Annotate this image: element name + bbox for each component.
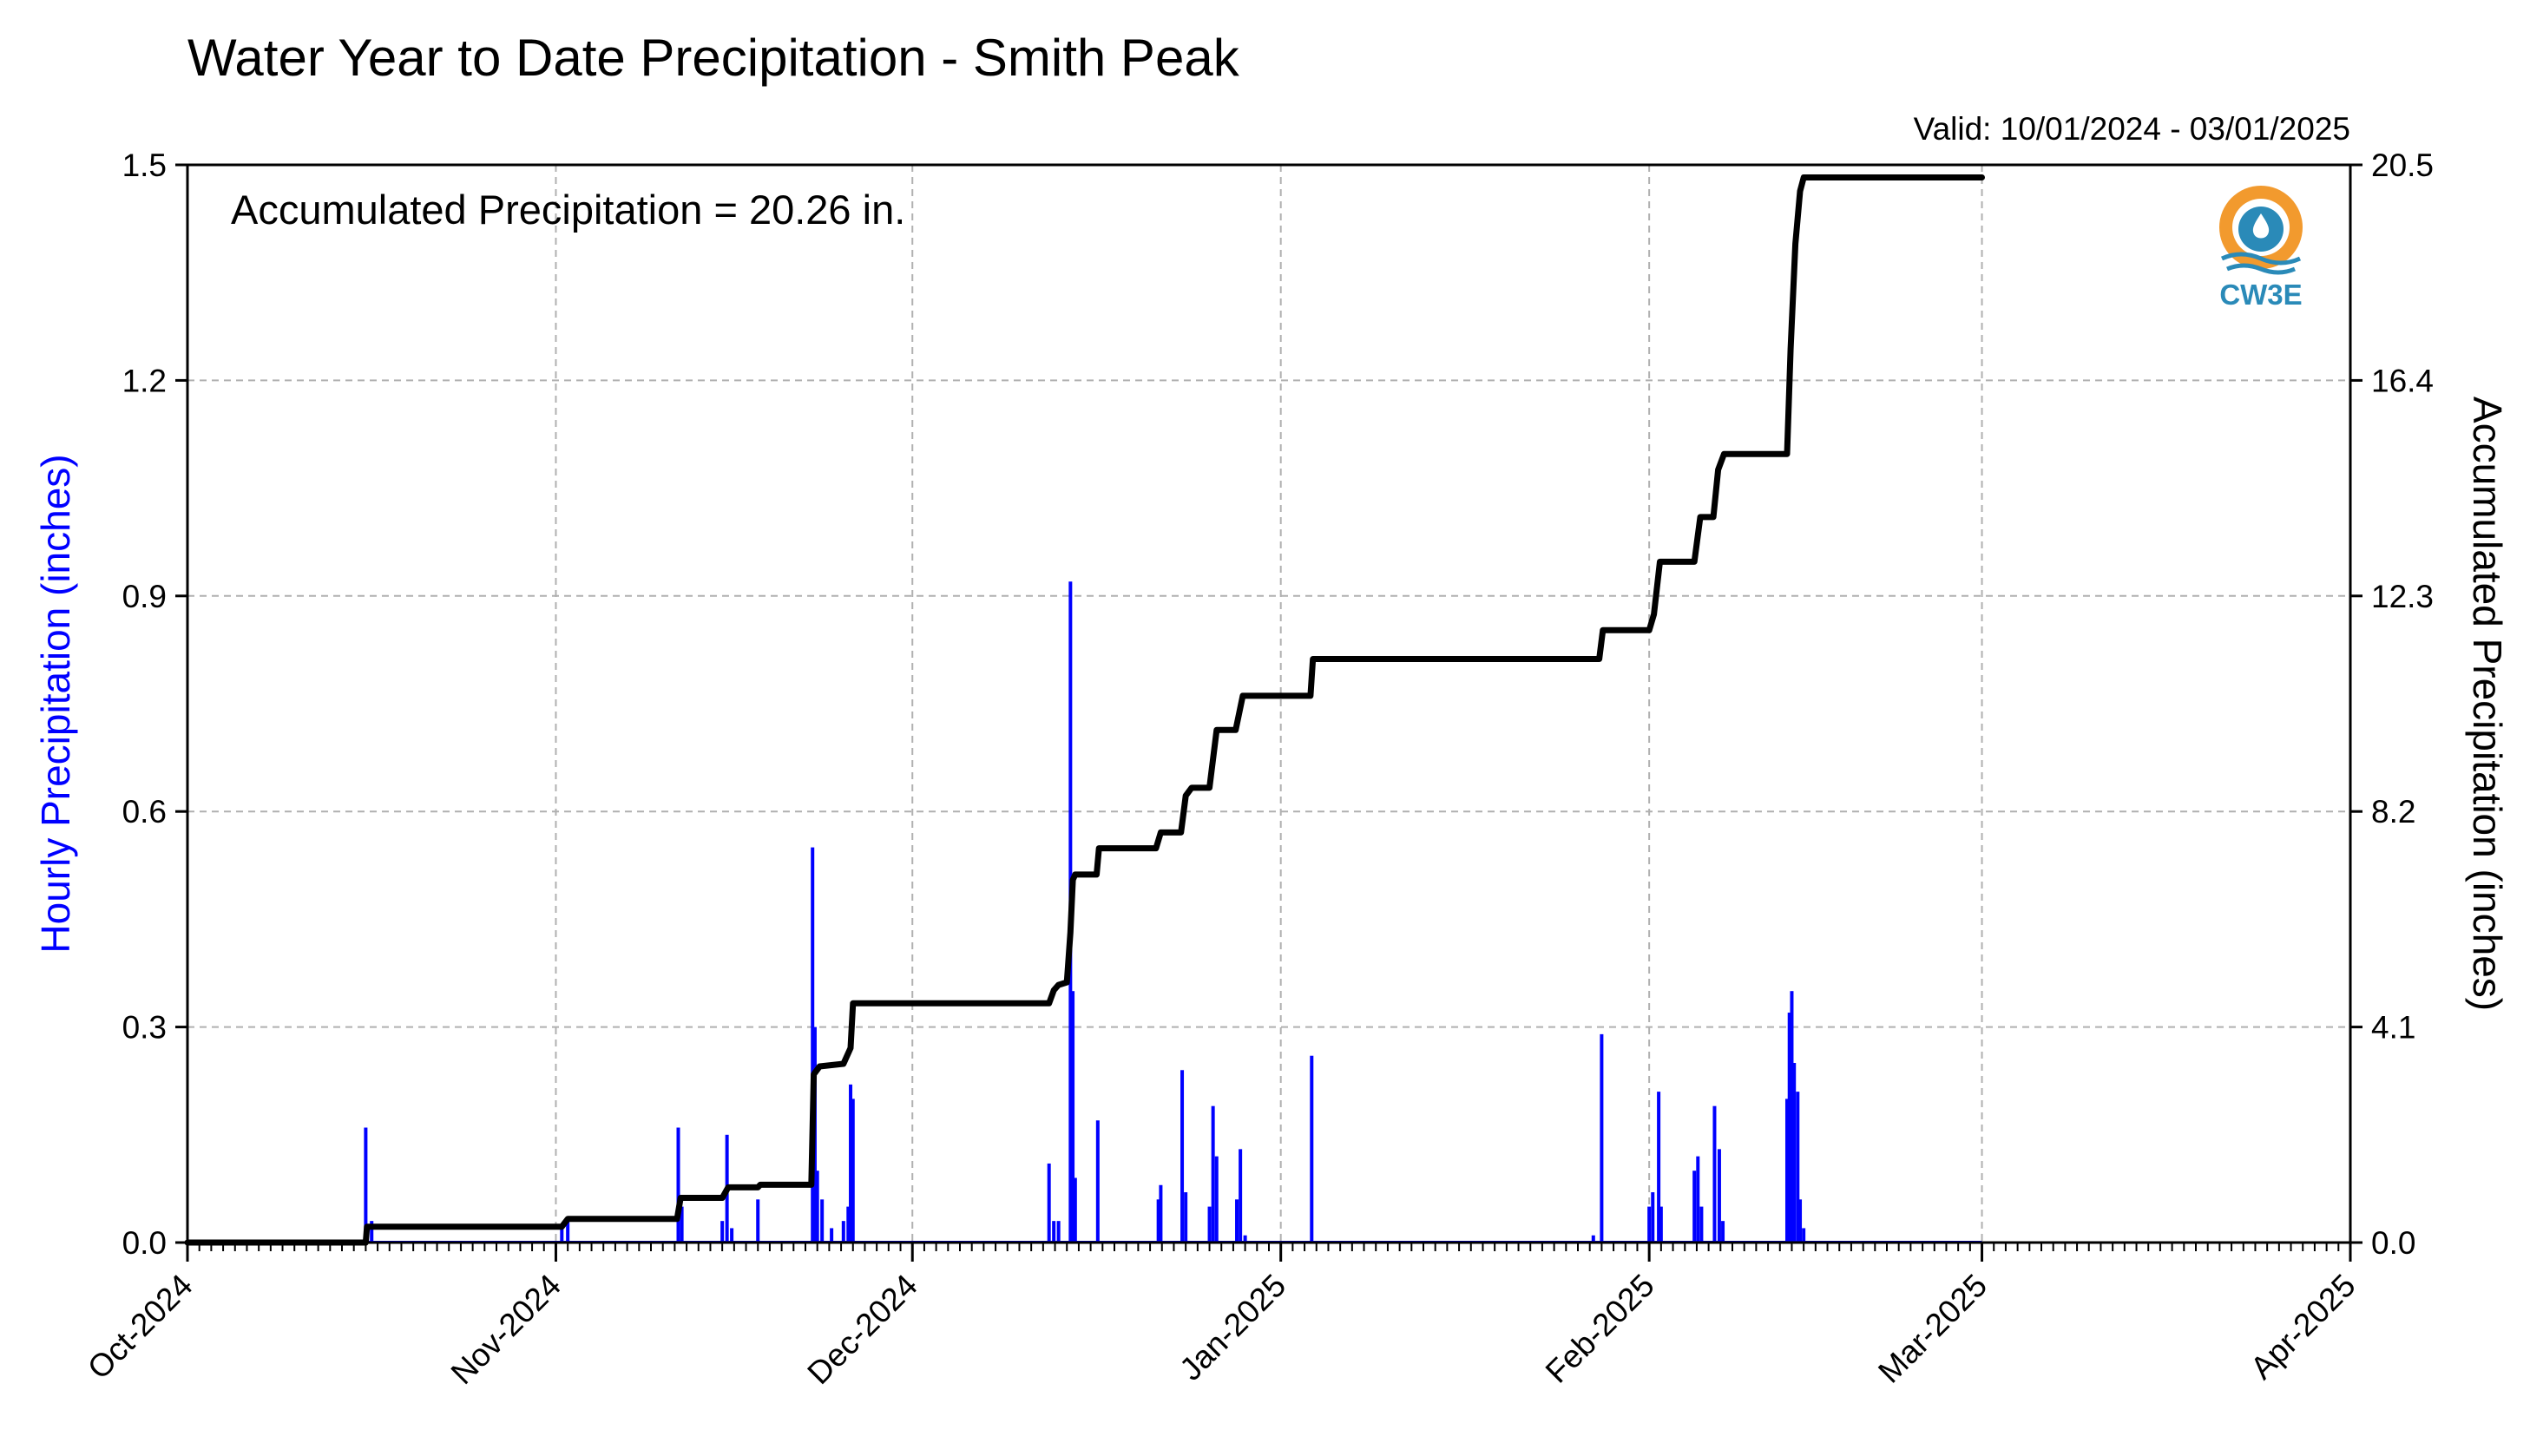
hourly-bar: [370, 1221, 374, 1243]
hourly-bar: [756, 1199, 760, 1243]
hourly-bar: [1802, 1228, 1806, 1243]
logo-drop-icon: [2252, 213, 2270, 239]
x-tick-label: Oct-2024: [81, 1268, 200, 1387]
x-tick-label: Dec-2024: [800, 1268, 923, 1391]
hourly-bar: [1657, 1092, 1661, 1243]
logo-wave2-icon: [2226, 263, 2296, 275]
x-tick-label: Nov-2024: [444, 1268, 568, 1391]
accumulated-total-annotation: Accumulated Precipitation = 20.26 in.: [231, 187, 905, 233]
left-tick-label: 0.0: [122, 1225, 167, 1261]
hourly-bar: [1056, 1221, 1061, 1243]
hourly-bar: [811, 847, 815, 1243]
hourly-bar: [1591, 1235, 1595, 1243]
hourly-bar: [1717, 1149, 1721, 1243]
hourly-bar: [1047, 1163, 1051, 1243]
hourly-bar: [730, 1228, 734, 1243]
hourly-bar: [1235, 1199, 1239, 1243]
right-tick-label: 20.5: [2371, 148, 2434, 183]
left-y-axis: 0.0 0.3 0.6 0.9 1.2 1.5: [122, 148, 187, 1261]
hourly-bar: [841, 1221, 845, 1243]
hourly-bar: [1310, 1055, 1314, 1243]
hourly-bar: [1207, 1206, 1212, 1243]
hourly-bar: [1184, 1192, 1188, 1243]
logo-wave-icon: [2220, 252, 2302, 266]
hourly-bar: [1211, 1105, 1215, 1243]
left-tick-label: 0.9: [122, 579, 167, 614]
hourly-bar: [830, 1228, 834, 1243]
chart-title: Water Year to Date Precipitation - Smith…: [187, 29, 1240, 87]
x-tick-label: Feb-2025: [1539, 1268, 1661, 1390]
valid-date-range: Valid: 10/01/2024 - 03/01/2025: [1914, 111, 2350, 147]
cw3e-logo: CW3E: [2219, 186, 2303, 311]
hourly-bar: [1721, 1221, 1725, 1243]
hourly-bar: [1600, 1033, 1604, 1243]
left-tick-label: 0.3: [122, 1010, 167, 1046]
logo-text: CW3E: [2219, 279, 2302, 311]
hourly-bar: [676, 1127, 680, 1243]
hourly-bar: [680, 1206, 684, 1243]
hourly-bar: [1792, 1063, 1797, 1243]
right-tick-label: 4.1: [2371, 1010, 2415, 1046]
hourly-bar: [815, 1171, 819, 1243]
right-tick-label: 12.3: [2371, 579, 2434, 614]
right-tick-label: 16.4: [2371, 363, 2434, 398]
hourly-bar: [1214, 1156, 1219, 1243]
hourly-bar: [1692, 1171, 1697, 1243]
hourly-bar: [851, 1099, 855, 1243]
hourly-bar: [1798, 1199, 1803, 1243]
x-tick-label: Jan-2025: [1173, 1268, 1292, 1387]
hourly-bar: [1796, 1092, 1800, 1243]
right-axis-label: Accumulated Precipitation (inches): [2465, 397, 2510, 1011]
left-tick-label: 1.2: [122, 363, 167, 398]
hourly-bar: [1243, 1235, 1247, 1243]
accumulated-precip-line: [184, 174, 1985, 1246]
hourly-bar: [720, 1221, 725, 1243]
hourly-bar: [1073, 1177, 1077, 1243]
right-tick-label: 8.2: [2371, 794, 2415, 830]
hourly-bar: [1699, 1206, 1704, 1243]
hourly-bar: [849, 1084, 853, 1243]
left-tick-label: 0.6: [122, 794, 167, 830]
hourly-bar: [1790, 991, 1794, 1243]
right-tick-label: 0.0: [2371, 1225, 2415, 1261]
hourly-bar: [1712, 1105, 1717, 1243]
hourly-bar: [820, 1199, 825, 1243]
hourly-bar: [1071, 991, 1075, 1243]
hourly-bar: [1647, 1206, 1652, 1243]
hourly-bar: [560, 1228, 564, 1243]
hourly-bar: [1052, 1221, 1056, 1243]
hourly-bar: [1239, 1149, 1243, 1243]
hourly-bar: [1095, 1120, 1100, 1243]
grid-lines: [187, 165, 2350, 1243]
x-axis: Oct-2024 Nov-2024 Dec-2024 Jan-2025 Feb-2025…: [81, 1243, 2362, 1391]
x-tick-label: Mar-2025: [1871, 1268, 1994, 1390]
hourly-bar: [566, 1221, 570, 1243]
hourly-bar: [1159, 1184, 1163, 1243]
left-axis-label: Hourly Precipitation (inches): [33, 454, 78, 953]
hourly-bar: [1180, 1070, 1185, 1243]
hourly-bar: [1696, 1156, 1700, 1243]
hourly-bar: [846, 1206, 851, 1243]
hourly-bar: [1156, 1199, 1160, 1243]
plot-frame: [186, 163, 2352, 1244]
hourly-precip-bars: [187, 581, 1982, 1243]
hourly-bar: [364, 1127, 368, 1243]
left-tick-label: 1.5: [122, 148, 167, 183]
hourly-bar: [1651, 1192, 1655, 1243]
right-y-axis: 0.0 4.1 8.2 12.3 16.4 20.5: [2350, 148, 2434, 1261]
hourly-bar: [1659, 1206, 1663, 1243]
x-tick-label: Apr-2025: [2244, 1268, 2362, 1387]
hourly-bar: [1787, 1013, 1791, 1243]
accumulated-precip-line-group: [184, 174, 1985, 1246]
hourly-bar: [1784, 1099, 1789, 1243]
